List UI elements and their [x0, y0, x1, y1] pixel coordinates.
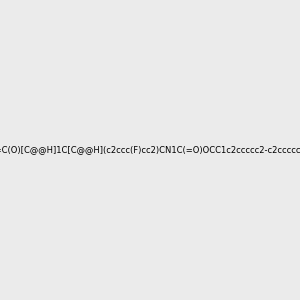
- Text: O=C(O)[C@@H]1C[C@@H](c2ccc(F)cc2)CN1C(=O)OCC1c2ccccc2-c2ccccc21: O=C(O)[C@@H]1C[C@@H](c2ccc(F)cc2)CN1C(=O…: [0, 146, 300, 154]
